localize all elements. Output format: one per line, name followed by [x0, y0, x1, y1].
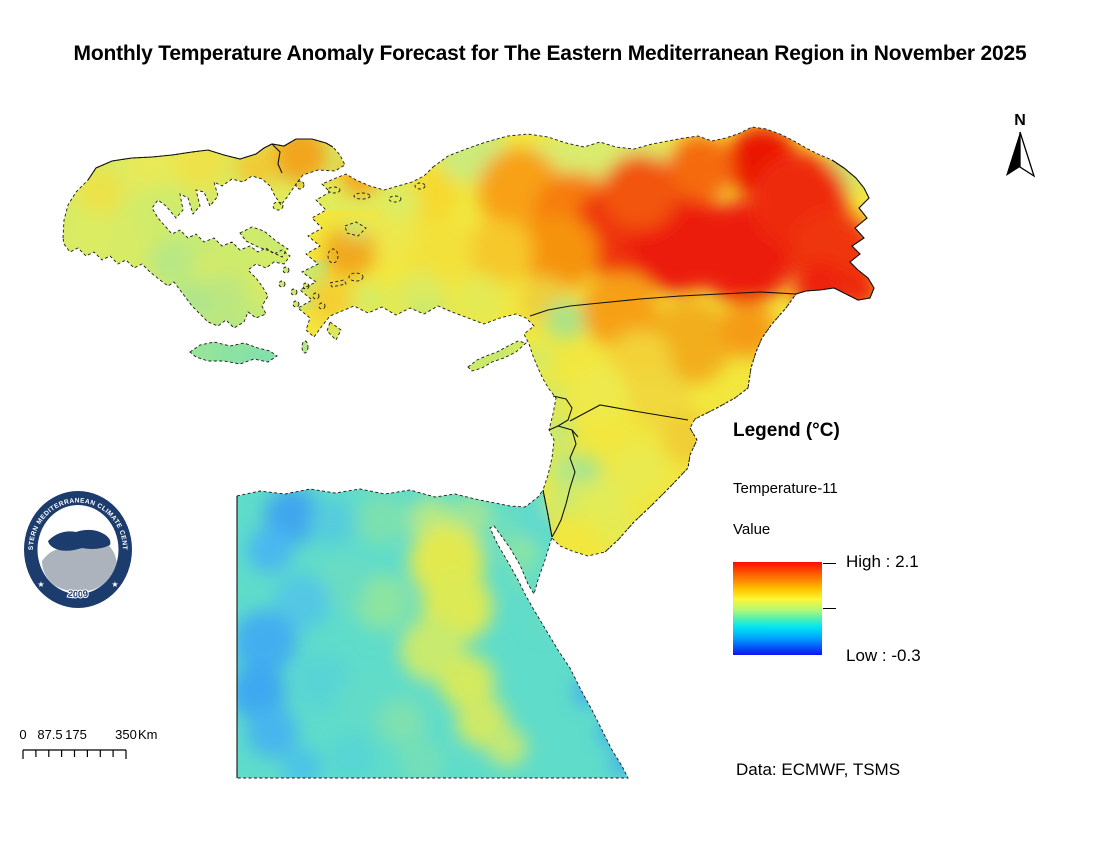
legend-low-label: Low : -0.3: [846, 646, 921, 665]
scale-label-87-5: 87.5: [37, 727, 63, 742]
border-syria-jordan: [569, 404, 689, 422]
border-evros: [271, 143, 283, 174]
scale-unit: Km: [138, 727, 158, 742]
temperature-raster: [63, 127, 874, 778]
legend: Legend (°C) Temperature-11 Value High : …: [733, 420, 963, 680]
scale-bar-ticks: [22, 749, 127, 759]
border-lebanon: [548, 395, 573, 431]
data-attribution: Data: ECMWF, TSMS: [736, 760, 901, 779]
coastlines: [62, 126, 875, 779]
border-turkey-east: [795, 159, 875, 301]
scale-label-175: 175: [65, 727, 87, 742]
page-title: Monthly Temperature Anomaly Forecast for…: [73, 42, 1027, 65]
climate-centre-logo: EASTERN MEDITERRANEAN CLIMATE CENTRE 200…: [19, 484, 134, 610]
legend-tick-mid: [823, 608, 836, 609]
border-egypt-israel: [542, 489, 553, 538]
north-arrow-left-icon: [1006, 132, 1020, 176]
north-arrow: N: [995, 106, 1045, 181]
border-turkey-syria: [529, 291, 797, 317]
logo-land-gray: [42, 538, 117, 592]
legend-color-ramp: [733, 562, 822, 655]
logo-turkey-navy: [48, 529, 111, 551]
scale-bar: 0 87.5 175 350 Km: [14, 727, 194, 769]
legend-layer-name: Temperature-11: [733, 480, 838, 497]
legend-field-label: Value: [733, 521, 771, 538]
logo-star-left-icon: ★: [37, 580, 44, 589]
country-borders: [87, 138, 875, 778]
scale-label-0: 0: [19, 727, 27, 742]
logo-year: 2009: [67, 589, 89, 601]
legend-high-label: High : 2.1: [846, 552, 919, 571]
logo-star-right-icon: ★: [111, 580, 118, 589]
legend-tick-high: [823, 563, 836, 564]
legend-heading: Legend (°C): [733, 420, 840, 441]
north-label: N: [1014, 112, 1026, 129]
north-arrow-right-icon: [1019, 131, 1036, 178]
data-cut-edges: [604, 293, 797, 553]
scale-label-350: 350: [115, 727, 137, 742]
border-jordan-river: [551, 429, 577, 538]
border-greece-north: [87, 138, 334, 181]
